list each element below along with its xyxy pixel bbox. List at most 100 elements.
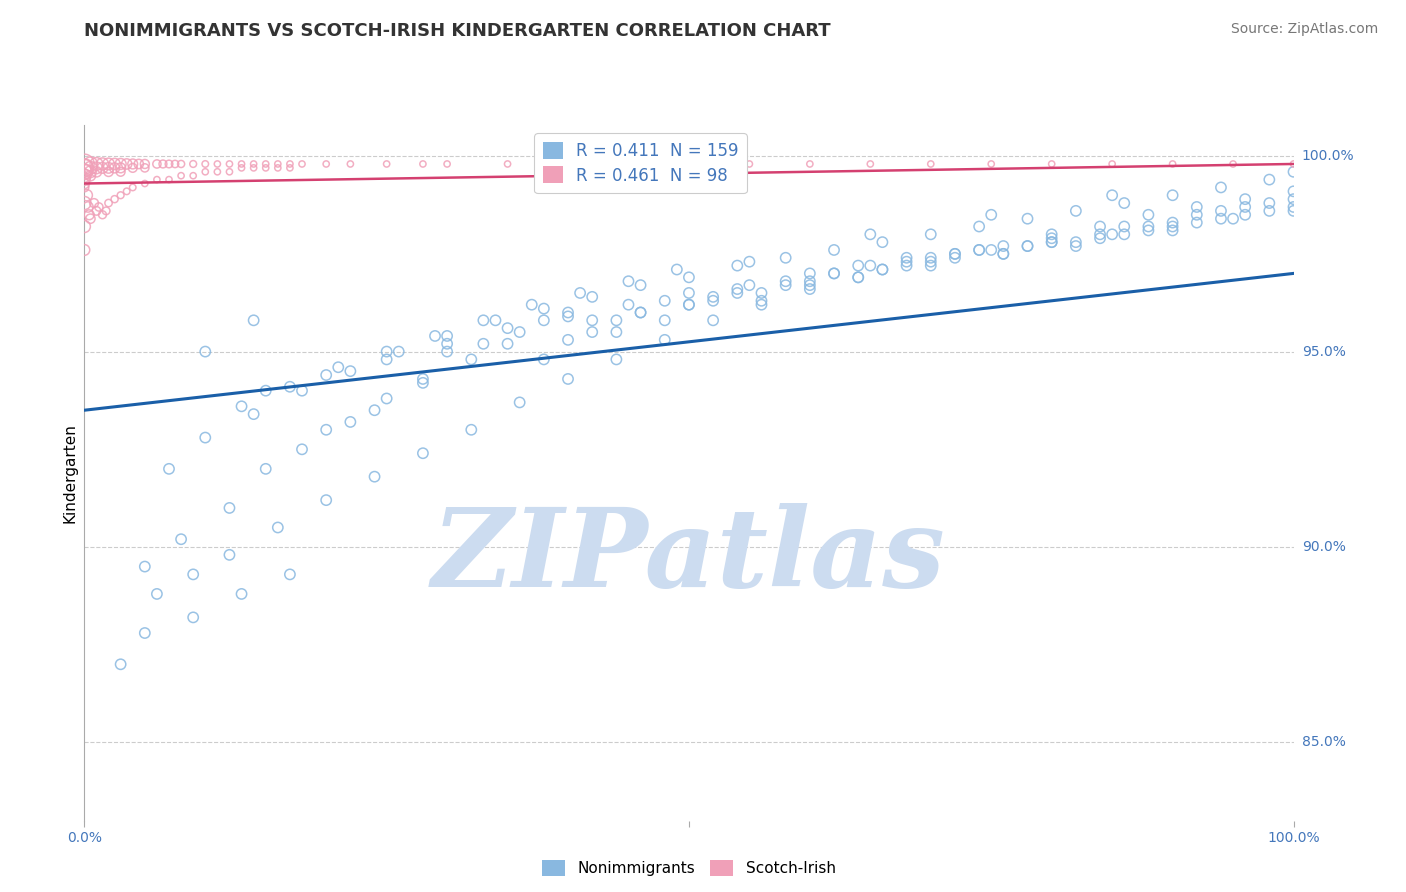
Point <box>363 469 385 483</box>
Point <box>97 157 120 171</box>
Point <box>520 298 543 312</box>
Point <box>115 157 138 171</box>
Point <box>97 161 120 175</box>
Point <box>73 161 96 175</box>
Point <box>1137 223 1160 237</box>
Point <box>617 298 640 312</box>
Text: 85.0%: 85.0% <box>1302 736 1346 749</box>
Point <box>920 227 942 242</box>
Point <box>1234 200 1257 214</box>
Text: Source: ZipAtlas.com: Source: ZipAtlas.com <box>1230 22 1378 37</box>
Point <box>128 157 150 171</box>
Point <box>1282 200 1305 214</box>
Point <box>702 293 724 308</box>
Point <box>993 247 1015 261</box>
Point <box>254 462 277 476</box>
Point <box>605 352 627 367</box>
Point <box>678 270 700 285</box>
Point <box>665 262 688 277</box>
Point <box>1185 200 1208 214</box>
Point <box>194 165 217 179</box>
Point <box>73 165 96 179</box>
Point <box>967 219 990 234</box>
Point <box>412 376 434 390</box>
Point <box>1161 223 1184 237</box>
Point <box>242 313 264 327</box>
Point <box>278 157 301 171</box>
Point <box>654 333 676 347</box>
Point <box>1222 211 1244 226</box>
Point <box>1209 211 1232 226</box>
Point <box>436 344 458 359</box>
Point <box>436 336 458 351</box>
Point <box>557 310 579 324</box>
Point <box>472 336 495 351</box>
Point <box>678 298 700 312</box>
Point <box>823 267 845 281</box>
Point <box>1185 208 1208 222</box>
Point <box>993 247 1015 261</box>
Point <box>423 329 446 343</box>
Point <box>1161 219 1184 234</box>
Point <box>1114 196 1136 211</box>
Point <box>79 211 101 226</box>
Point <box>846 259 869 273</box>
Point <box>920 254 942 268</box>
Point <box>738 278 761 293</box>
Point <box>110 657 132 672</box>
Point <box>375 352 398 367</box>
Point <box>315 368 337 382</box>
Point <box>157 462 180 476</box>
Text: 95.0%: 95.0% <box>1302 344 1346 359</box>
Point <box>83 196 105 211</box>
Point <box>725 285 748 300</box>
Point <box>86 157 108 171</box>
Point <box>110 165 132 179</box>
Point <box>134 157 156 171</box>
Point <box>170 157 193 171</box>
Point <box>79 157 101 171</box>
Point <box>181 610 204 624</box>
Point <box>581 325 603 339</box>
Point <box>254 384 277 398</box>
Point <box>231 157 253 171</box>
Point <box>134 559 156 574</box>
Point <box>1161 216 1184 230</box>
Point <box>110 188 132 202</box>
Point <box>218 157 240 171</box>
Point <box>412 157 434 171</box>
Point <box>207 157 229 171</box>
Point <box>375 157 398 171</box>
Point <box>823 243 845 257</box>
Point <box>73 161 96 175</box>
Point <box>654 293 676 308</box>
Point <box>388 344 411 359</box>
Point <box>1040 227 1063 242</box>
Point <box>496 336 519 351</box>
Point <box>605 313 627 327</box>
Point <box>472 313 495 327</box>
Point <box>846 270 869 285</box>
Point <box>799 278 821 293</box>
Point <box>1114 227 1136 242</box>
Point <box>581 290 603 304</box>
Point <box>278 161 301 175</box>
Point <box>943 247 966 261</box>
Point <box>278 380 301 394</box>
Point <box>1234 192 1257 206</box>
Point <box>630 305 652 319</box>
Point <box>436 329 458 343</box>
Point <box>194 344 217 359</box>
Point <box>181 157 204 171</box>
Point <box>291 384 314 398</box>
Point <box>920 157 942 171</box>
Point <box>77 208 100 222</box>
Point <box>775 278 797 293</box>
Point <box>91 161 114 175</box>
Point <box>267 161 290 175</box>
Point <box>134 161 156 175</box>
Point <box>315 493 337 508</box>
Point <box>73 177 96 191</box>
Point <box>1137 208 1160 222</box>
Point <box>157 157 180 171</box>
